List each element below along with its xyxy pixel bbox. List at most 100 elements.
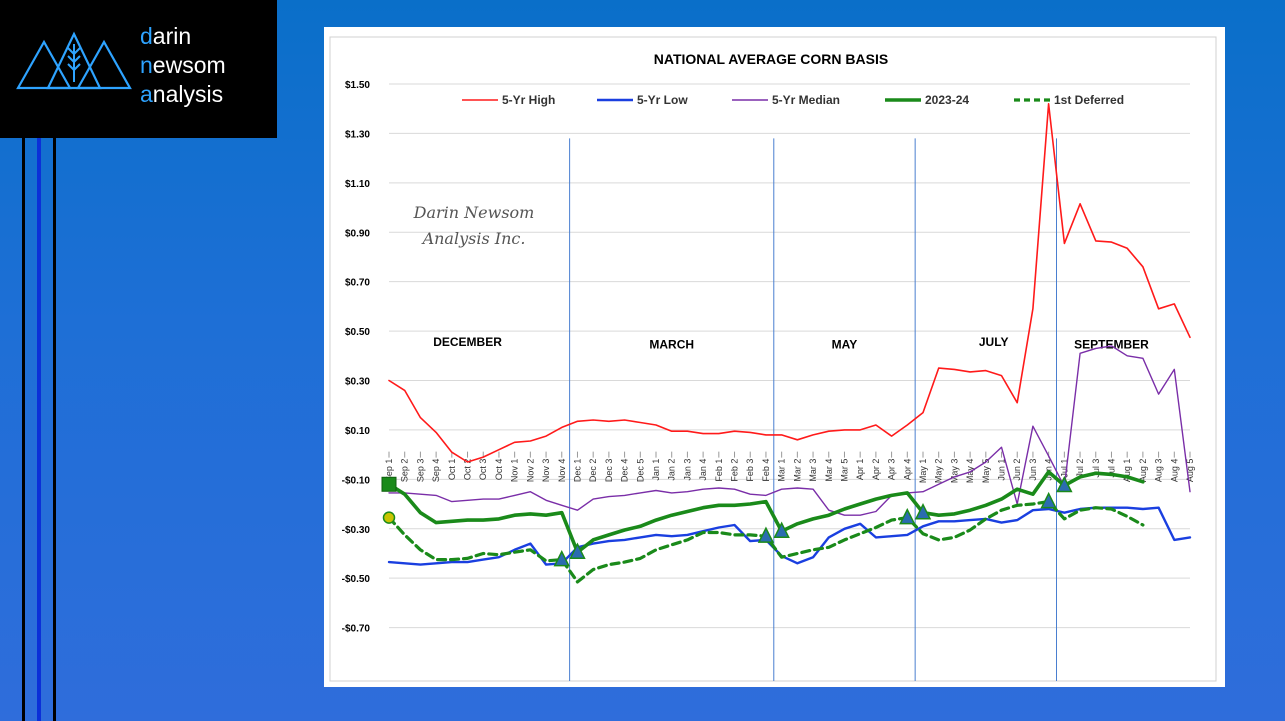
legend-label: 5-Yr Median bbox=[772, 93, 840, 107]
x-tick-label: Feb 1 bbox=[714, 459, 724, 482]
x-tick-label: Nov 4 bbox=[557, 459, 567, 483]
mountains-logo-icon bbox=[16, 31, 132, 90]
x-tick-label: Oct 1 bbox=[447, 459, 457, 481]
y-tick-label: $0.30 bbox=[345, 377, 370, 388]
x-tick-label: Jul 2 bbox=[1075, 459, 1085, 478]
x-tick-label: Mar 5 bbox=[839, 459, 849, 482]
decor-line-1 bbox=[22, 138, 25, 721]
x-tick-label: Mar 1 bbox=[777, 459, 787, 482]
contract-roll-marker bbox=[1040, 491, 1057, 509]
contract-markers bbox=[381, 475, 1073, 567]
x-tick-label: Apr 4 bbox=[902, 459, 912, 481]
x-tick-label: Aug 1 bbox=[1122, 459, 1132, 483]
x-tick-label: Jan 2 bbox=[667, 459, 677, 481]
x-tick-label: Nov 3 bbox=[541, 459, 551, 483]
x-tick-label: Nov 2 bbox=[525, 459, 535, 483]
x-tick-label: Jun 4 bbox=[1044, 459, 1054, 481]
y-tick-label: $0.50 bbox=[345, 327, 370, 338]
x-tick-label: Aug 3 bbox=[1154, 459, 1164, 483]
contract-roll-marker bbox=[569, 542, 586, 559]
x-tick-label: Feb 2 bbox=[730, 459, 740, 482]
contract-label: JULY bbox=[979, 335, 1009, 349]
decor-line-2 bbox=[37, 138, 41, 721]
y-tick-label: -$0.30 bbox=[342, 525, 371, 536]
decor-line-3 bbox=[53, 138, 56, 721]
contract-roll-marker bbox=[553, 549, 570, 567]
x-tick-label: Dec 5 bbox=[635, 459, 645, 483]
grid bbox=[389, 83, 1190, 629]
chart-title: NATIONAL AVERAGE CORN BASIS bbox=[654, 51, 888, 67]
contract-roll-marker bbox=[382, 511, 396, 524]
x-tick-label: Oct 4 bbox=[494, 459, 504, 481]
legend: 5-Yr High 5-Yr Low 5-Yr Median 2023-24 1st D… bbox=[462, 93, 1124, 107]
legend-label: 5-Yr High bbox=[502, 93, 555, 107]
x-tick-label: Mar 4 bbox=[824, 459, 834, 482]
chart-panel: NATIONAL AVERAGE CORN BASIS $1.50 $1.30 $1… bbox=[324, 27, 1225, 687]
y-tick-label: $1.10 bbox=[345, 179, 370, 190]
contract-roll-marker bbox=[773, 521, 790, 538]
contract-label: DECEMBER bbox=[433, 335, 502, 349]
x-tick-label: Dec 2 bbox=[588, 459, 598, 483]
series-line-5-yr-high bbox=[388, 103, 1191, 463]
y-tick-label: -$0.70 bbox=[342, 624, 371, 635]
legend-label: 2023-24 bbox=[925, 93, 969, 107]
x-tick-label: Feb 4 bbox=[761, 459, 771, 482]
x-tick-label: Oct 2 bbox=[463, 459, 473, 481]
x-tick-label: May 1 bbox=[918, 459, 928, 484]
contract-roll-marker bbox=[1056, 475, 1073, 493]
contract-roll-marker bbox=[914, 503, 932, 520]
x-tick-label: Apr 1 bbox=[855, 459, 865, 481]
x-tick-label: Dec 4 bbox=[620, 459, 630, 483]
x-tick-label: Jul 1 bbox=[1059, 459, 1069, 478]
y-axis: $1.50 $1.30 $1.10 $0.90 $0.70 $0.50 $0.30 $0.10… bbox=[342, 80, 371, 635]
x-tick-label: Sep 2 bbox=[400, 459, 410, 483]
y-tick-label: $1.50 bbox=[345, 80, 370, 91]
series-line-5-yr-median bbox=[388, 345, 1191, 516]
x-tick-label: Nov 1 bbox=[510, 459, 520, 483]
x-tick-label: Mar 3 bbox=[808, 459, 818, 482]
contract-label: SEPTEMBER bbox=[1074, 337, 1149, 351]
x-tick-label: Jun 1 bbox=[997, 459, 1007, 481]
basis-chart: NATIONAL AVERAGE CORN BASIS $1.50 $1.30 $1… bbox=[329, 36, 1217, 682]
x-tick-label: Aug 4 bbox=[1169, 459, 1179, 483]
series-line-2023-24 bbox=[387, 470, 1145, 554]
x-tick-label: Jan 4 bbox=[698, 459, 708, 481]
x-tick-label: Jan 1 bbox=[651, 459, 661, 481]
x-tick-label: Feb 3 bbox=[745, 459, 755, 482]
x-tick-label: May 3 bbox=[949, 459, 959, 484]
contract-annotations: DECEMBER MARCH MAY JULY SEPTEMBER bbox=[433, 335, 1149, 351]
x-tick-label: Apr 2 bbox=[871, 459, 881, 481]
contract-label: MAY bbox=[832, 337, 858, 351]
brand-logo: darin newsom analysis bbox=[0, 0, 277, 138]
y-tick-label: -$0.10 bbox=[342, 475, 371, 486]
watermark-line-2: Analysis Inc. bbox=[421, 229, 526, 248]
legend-label: 1st Deferred bbox=[1054, 93, 1124, 107]
y-tick-label: $0.10 bbox=[345, 426, 370, 437]
x-tick-label: Aug 5 bbox=[1185, 459, 1195, 483]
legend-label: 5-Yr Low bbox=[637, 93, 688, 107]
x-tick-label: May 5 bbox=[981, 459, 991, 484]
brand-name: darin newsom analysis bbox=[140, 23, 226, 107]
x-tick-label: Sep 1 bbox=[384, 459, 394, 483]
x-tick-label: Jun 3 bbox=[1028, 459, 1038, 481]
contract-roll-marker bbox=[381, 476, 397, 492]
y-tick-label: $0.90 bbox=[345, 228, 370, 239]
x-tick-label: Apr 3 bbox=[887, 459, 897, 481]
x-tick-label: Oct 3 bbox=[478, 459, 488, 481]
x-axis: Sep 1 Sep 2 Sep 3 Sep 4 Oct 1 Oct 2 Oct 3 Oct 4… bbox=[384, 451, 1195, 484]
x-tick-label: May 2 bbox=[934, 459, 944, 484]
x-tick-label: Aug 2 bbox=[1138, 459, 1148, 483]
x-tick-label: Dec 3 bbox=[604, 459, 614, 483]
watermark-line-1: Darin Newsom bbox=[413, 203, 535, 222]
x-tick-label: Mar 2 bbox=[792, 459, 802, 482]
x-tick-label: Sep 3 bbox=[415, 459, 425, 483]
y-tick-label: -$0.50 bbox=[342, 574, 371, 585]
y-tick-label: $1.30 bbox=[345, 129, 370, 140]
x-tick-label: Jul 4 bbox=[1106, 459, 1116, 478]
watermark: Darin Newsom Analysis Inc. bbox=[413, 203, 535, 248]
series-lines bbox=[387, 103, 1192, 584]
x-tick-label: Jul 3 bbox=[1091, 459, 1101, 478]
x-tick-label: Sep 4 bbox=[431, 459, 441, 483]
x-tick-label: Dec 1 bbox=[572, 459, 582, 483]
chart-border bbox=[329, 36, 1217, 682]
